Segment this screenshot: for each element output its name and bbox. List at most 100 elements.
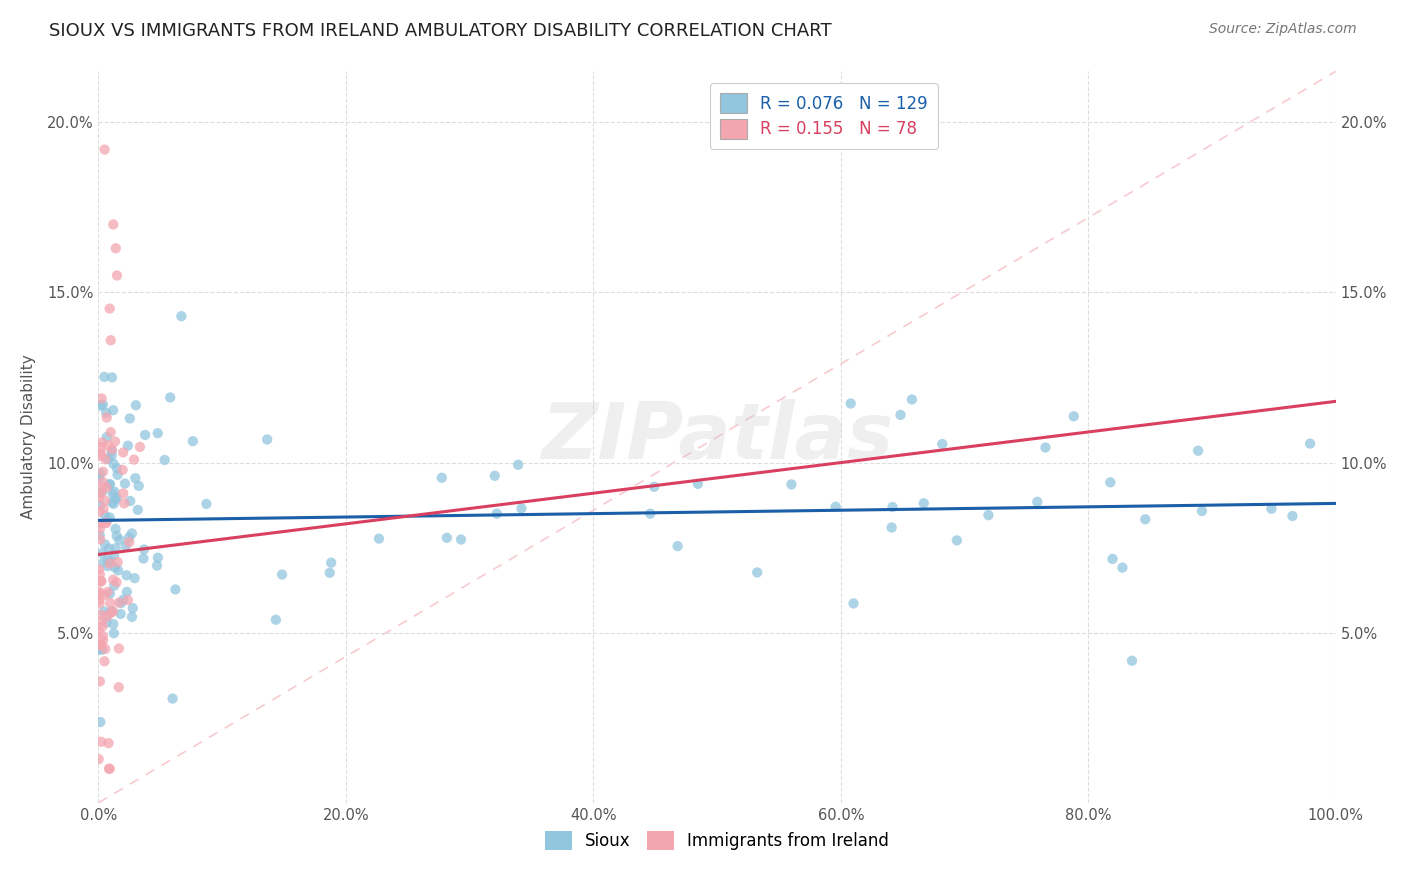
Point: [103, 548, 125, 562]
Point: [118, 535, 141, 549]
Point: [890, 408, 912, 422]
Point: [1026, 495, 1049, 509]
Point: [89, 674, 111, 689]
Point: [1121, 654, 1143, 668]
Point: [1281, 509, 1303, 524]
Point: [104, 541, 127, 556]
Point: [91, 629, 114, 643]
Point: [89, 597, 111, 611]
Point: [91, 398, 114, 412]
Point: [780, 477, 803, 491]
Point: [91, 633, 114, 648]
Point: [101, 370, 124, 384]
Point: [90, 574, 112, 588]
Point: [146, 558, 169, 573]
Point: [91, 485, 114, 500]
Point: [839, 396, 862, 410]
Point: [162, 691, 184, 706]
Point: [112, 445, 135, 459]
Point: [264, 613, 287, 627]
Point: [89, 505, 111, 519]
Point: [87, 624, 110, 638]
Point: [87, 491, 110, 505]
Point: [1260, 501, 1282, 516]
Point: [931, 437, 953, 451]
Point: [98, 587, 121, 601]
Text: Source: ZipAtlas.com: Source: ZipAtlas.com: [1209, 22, 1357, 37]
Point: [124, 471, 146, 485]
Point: [1101, 552, 1123, 566]
Point: [96, 410, 118, 425]
Point: [90, 392, 112, 406]
Point: [94, 452, 117, 467]
Point: [1187, 443, 1209, 458]
Point: [90, 735, 112, 749]
Point: [114, 539, 136, 553]
Point: [103, 579, 125, 593]
Point: [946, 533, 969, 548]
Point: [94, 493, 117, 508]
Point: [121, 601, 143, 615]
Point: [181, 434, 204, 449]
Point: [506, 458, 529, 472]
Point: [90, 546, 112, 560]
Point: [101, 495, 124, 509]
Point: [105, 529, 128, 543]
Point: [484, 468, 506, 483]
Point: [112, 496, 135, 510]
Point: [98, 510, 121, 524]
Point: [103, 484, 125, 499]
Point: [97, 609, 120, 624]
Point: [96, 513, 118, 527]
Point: [153, 453, 176, 467]
Point: [129, 440, 152, 454]
Point: [90, 399, 112, 413]
Point: [94, 642, 117, 657]
Point: [1099, 475, 1122, 490]
Point: [90, 486, 112, 500]
Point: [112, 486, 135, 500]
Point: [101, 403, 124, 417]
Point: [104, 241, 127, 255]
Point: [108, 596, 131, 610]
Point: [686, 476, 709, 491]
Point: [134, 428, 156, 442]
Point: [132, 542, 155, 557]
Point: [901, 392, 924, 407]
Point: [93, 143, 115, 157]
Point: [94, 537, 117, 551]
Point: [100, 444, 122, 458]
Point: [638, 507, 661, 521]
Point: [90, 435, 112, 450]
Point: [121, 526, 143, 541]
Point: [103, 457, 125, 471]
Point: [882, 500, 904, 514]
Point: [87, 562, 110, 576]
Point: [96, 406, 118, 420]
Point: [96, 607, 118, 622]
Point: [98, 477, 121, 491]
Point: [98, 477, 121, 491]
Point: [103, 573, 125, 587]
Point: [100, 333, 122, 347]
Point: [103, 218, 125, 232]
Point: [101, 442, 124, 457]
Point: [108, 533, 131, 547]
Point: [97, 541, 120, 556]
Point: [105, 575, 128, 590]
Point: [89, 467, 111, 481]
Point: [977, 508, 1000, 523]
Point: [96, 430, 118, 444]
Point: [100, 449, 122, 463]
Point: [96, 481, 118, 495]
Point: [666, 539, 689, 553]
Point: [90, 574, 112, 589]
Point: [128, 479, 150, 493]
Point: [98, 554, 121, 568]
Point: [97, 559, 120, 574]
Point: [89, 498, 111, 512]
Point: [87, 752, 110, 766]
Point: [90, 440, 112, 454]
Point: [98, 762, 121, 776]
Point: [98, 557, 121, 571]
